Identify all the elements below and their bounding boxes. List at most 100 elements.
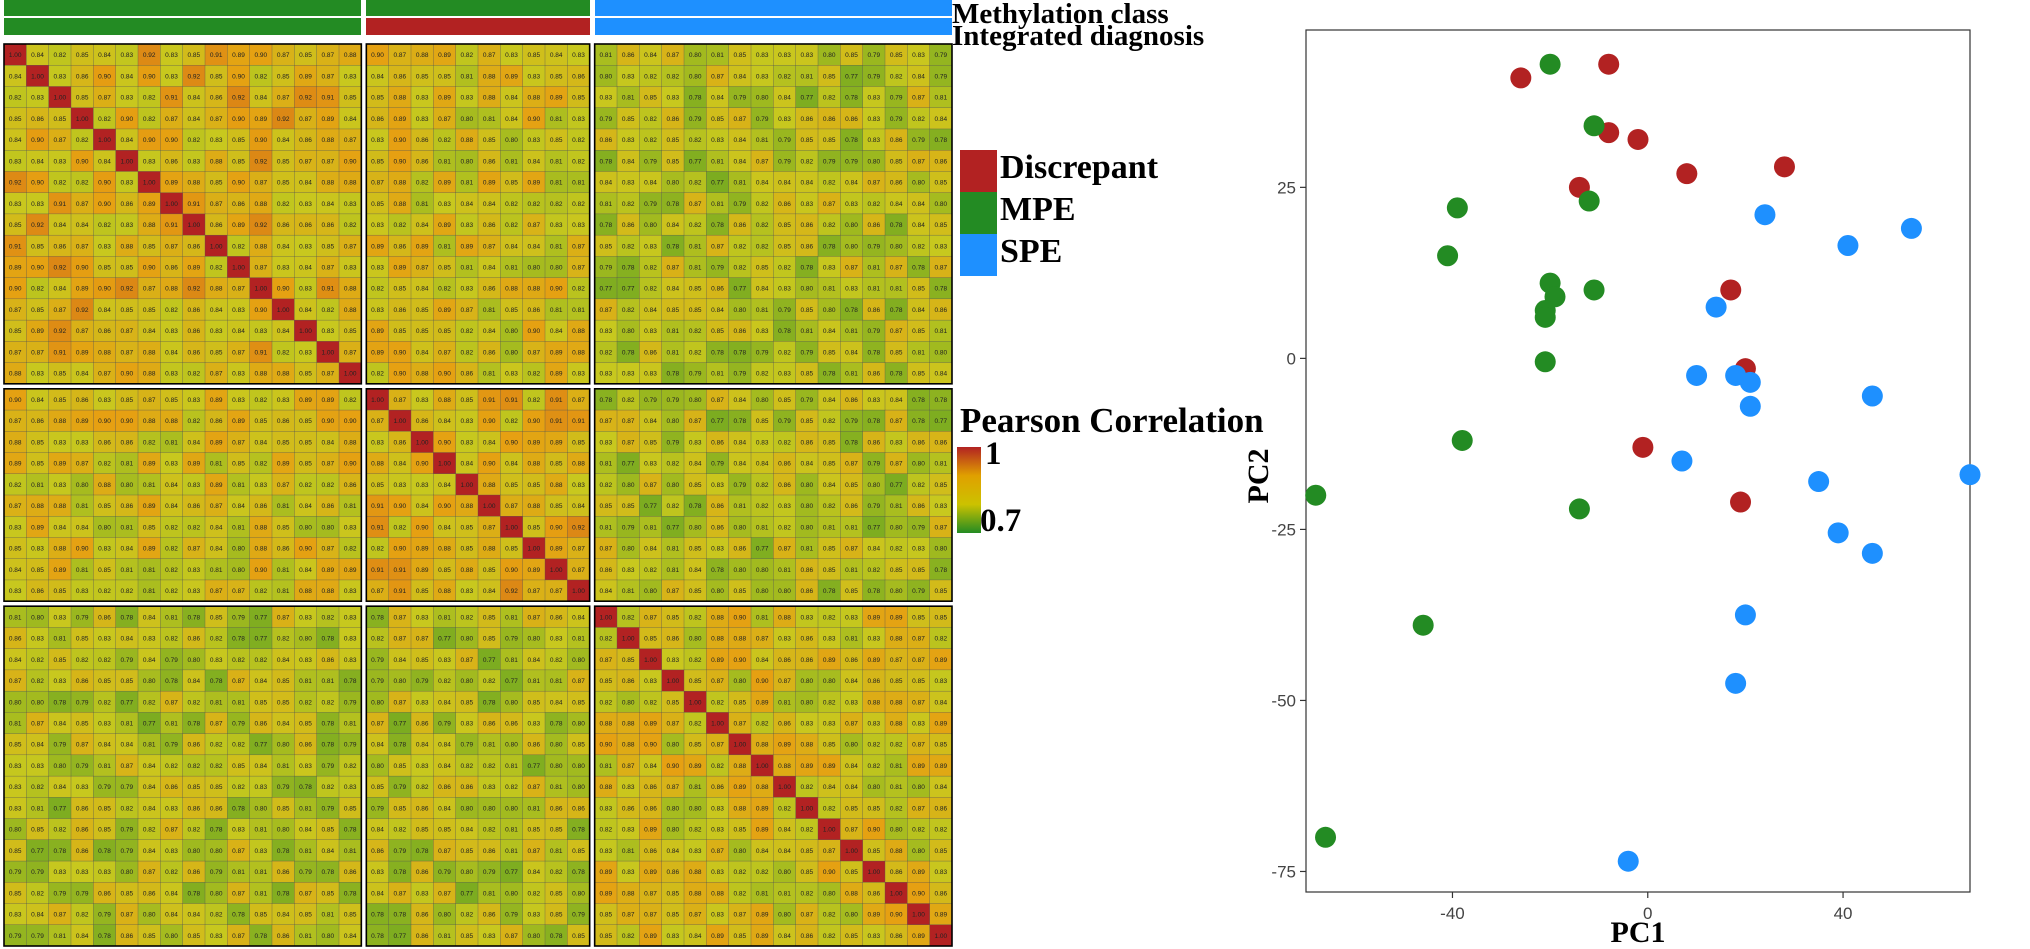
heatmap-cell-value: 0.85 xyxy=(823,349,836,356)
heatmap-cell-value: 0.82 xyxy=(689,657,702,664)
heatmap-cell-value: 0.77 xyxy=(255,636,268,643)
heatmap-cell-value: 0.83 xyxy=(255,848,268,855)
heatmap-cell-value: 0.80 xyxy=(505,349,518,356)
heatmap-cell-value: 0.86 xyxy=(778,461,791,468)
heatmap-cell-value: 0.82 xyxy=(461,763,474,770)
heatmap-cell-value: 0.88 xyxy=(165,418,178,425)
heatmap-cell-value: 0.83 xyxy=(622,73,635,80)
heatmap-cell-value: 0.91 xyxy=(394,588,407,595)
heatmap-cell-value: 0.87 xyxy=(143,869,156,876)
heatmap-cell-value: 0.87 xyxy=(76,328,89,335)
heatmap-cell-value: 0.80 xyxy=(461,158,474,165)
heatmap-cell-value: 0.80 xyxy=(98,524,111,531)
heatmap-cell-value: 0.81 xyxy=(505,827,518,834)
heatmap-cell-value: 0.86 xyxy=(868,678,881,685)
point-spe xyxy=(1861,385,1883,407)
heatmap-cell-value: 0.84 xyxy=(528,158,541,165)
heatmap-cell-value: 0.84 xyxy=(845,180,858,187)
heatmap-cell-value: 0.85 xyxy=(935,482,948,489)
heatmap-cell-value: 0.87 xyxy=(299,158,312,165)
point-spe xyxy=(1900,217,1922,239)
heatmap-cell-value: 0.86 xyxy=(935,805,948,812)
heatmap-cell-value: 0.82 xyxy=(76,137,89,144)
heatmap-cell-value: 0.88 xyxy=(528,286,541,293)
heatmap-cell-value: 0.79 xyxy=(121,657,134,664)
heatmap-cell-value: 0.82 xyxy=(165,763,178,770)
heatmap-cell-value: 0.82 xyxy=(572,158,585,165)
heatmap-cell-value: 0.85 xyxy=(394,328,407,335)
heatmap-cell-value: 0.81 xyxy=(416,201,429,208)
heatmap-cell-value: 0.89 xyxy=(912,763,925,770)
heatmap-cell-value: 0.89 xyxy=(550,371,563,378)
heatmap-cell-value: 0.85 xyxy=(121,397,134,404)
heatmap-cell-value: 0.83 xyxy=(165,73,178,80)
heatmap-cell-value: 0.85 xyxy=(689,546,702,553)
heatmap-cell-value: 0.86 xyxy=(823,116,836,123)
heatmap-cell-value: 0.79 xyxy=(935,52,948,59)
heatmap-cell-value: 0.89 xyxy=(483,180,496,187)
heatmap-cell-value: 0.85 xyxy=(121,265,134,272)
heatmap-cell-value: 0.84 xyxy=(76,933,89,940)
heatmap-cell-value: 0.84 xyxy=(416,222,429,229)
heatmap-cell-value: 0.85 xyxy=(54,371,67,378)
heatmap-cell-value: 0.85 xyxy=(890,678,903,685)
heatmap-cell-value: 0.79 xyxy=(9,869,22,876)
heatmap-cell-value: 0.89 xyxy=(344,567,357,574)
heatmap-cell-value: 0.82 xyxy=(255,461,268,468)
heatmap-cell-value: 0.82 xyxy=(801,158,814,165)
heatmap-cell-value: 0.83 xyxy=(31,201,44,208)
heatmap-cell-value: 0.87 xyxy=(394,699,407,706)
heatmap-cell-value: 0.89 xyxy=(689,763,702,770)
heatmap-cell-value: 0.80 xyxy=(572,890,585,897)
heatmap-cell-value: 0.86 xyxy=(734,328,747,335)
heatmap-cell-value: 0.79 xyxy=(600,116,613,123)
legend-swatch-spe xyxy=(960,234,997,276)
heatmap-cell-value: 0.83 xyxy=(935,678,948,685)
heatmap-cell-value: 0.84 xyxy=(756,286,769,293)
heatmap-cell-value: 0.79 xyxy=(667,397,680,404)
heatmap-cell-value: 0.86 xyxy=(845,116,858,123)
heatmap-cell-value: 0.84 xyxy=(322,201,335,208)
heatmap-cell-value: 1.00 xyxy=(188,222,201,229)
heatmap-cell-value: 0.85 xyxy=(483,636,496,643)
heatmap-cell-value: 0.78 xyxy=(572,869,585,876)
heatmap-cell-value: 0.87 xyxy=(9,307,22,314)
heatmap-cell-value: 0.85 xyxy=(600,933,613,940)
heatmap-cell-value: 0.83 xyxy=(912,546,925,553)
heatmap-cell-value: 0.83 xyxy=(98,869,111,876)
heatmap-cell-value: 0.83 xyxy=(572,116,585,123)
heatmap-cell-value: 0.82 xyxy=(76,657,89,664)
heatmap-cell-value: 0.81 xyxy=(121,567,134,574)
heatmap-cell-value: 0.87 xyxy=(483,52,496,59)
heatmap-cell-value: 0.81 xyxy=(76,503,89,510)
heatmap-cell-value: 0.82 xyxy=(734,869,747,876)
heatmap-cell-value: 0.83 xyxy=(622,180,635,187)
heatmap-cell-value: 0.89 xyxy=(277,461,290,468)
heatmap-cell-value: 0.84 xyxy=(935,699,948,706)
heatmap-cell-value: 1.00 xyxy=(505,524,518,531)
heatmap-cell-value: 0.83 xyxy=(121,222,134,229)
heatmap-cell-value: 0.85 xyxy=(734,699,747,706)
heatmap-cell-value: 0.80 xyxy=(461,636,474,643)
heatmap-cell-value: 0.90 xyxy=(31,180,44,187)
heatmap-cell-value: 0.77 xyxy=(255,614,268,621)
heatmap-cell-value: 0.78 xyxy=(344,827,357,834)
heatmap-cell-value: 1.00 xyxy=(416,439,429,446)
point-mpe xyxy=(1578,190,1600,212)
heatmap-cell-value: 0.87 xyxy=(912,742,925,749)
heatmap-cell-value: 0.85 xyxy=(505,482,518,489)
heatmap-cell-value: 0.82 xyxy=(600,482,613,489)
heatmap-cell-value: 0.84 xyxy=(622,158,635,165)
heatmap-cell-value: 0.83 xyxy=(845,201,858,208)
heatmap-cell-value: 0.86 xyxy=(550,805,563,812)
heatmap-cell-value: 0.88 xyxy=(188,180,201,187)
heatmap-cell-value: 0.85 xyxy=(868,848,881,855)
heatmap-cell-value: 0.84 xyxy=(438,805,451,812)
heatmap-cell-value: 0.84 xyxy=(31,742,44,749)
heatmap-cell-value: 0.83 xyxy=(210,137,223,144)
heatmap-cell-value: 0.85 xyxy=(371,201,384,208)
heatmap-cell-value: 0.82 xyxy=(550,657,563,664)
heatmap-cell-value: 0.87 xyxy=(394,614,407,621)
heatmap-cell-value: 0.81 xyxy=(9,614,22,621)
point-spe xyxy=(1725,672,1747,694)
